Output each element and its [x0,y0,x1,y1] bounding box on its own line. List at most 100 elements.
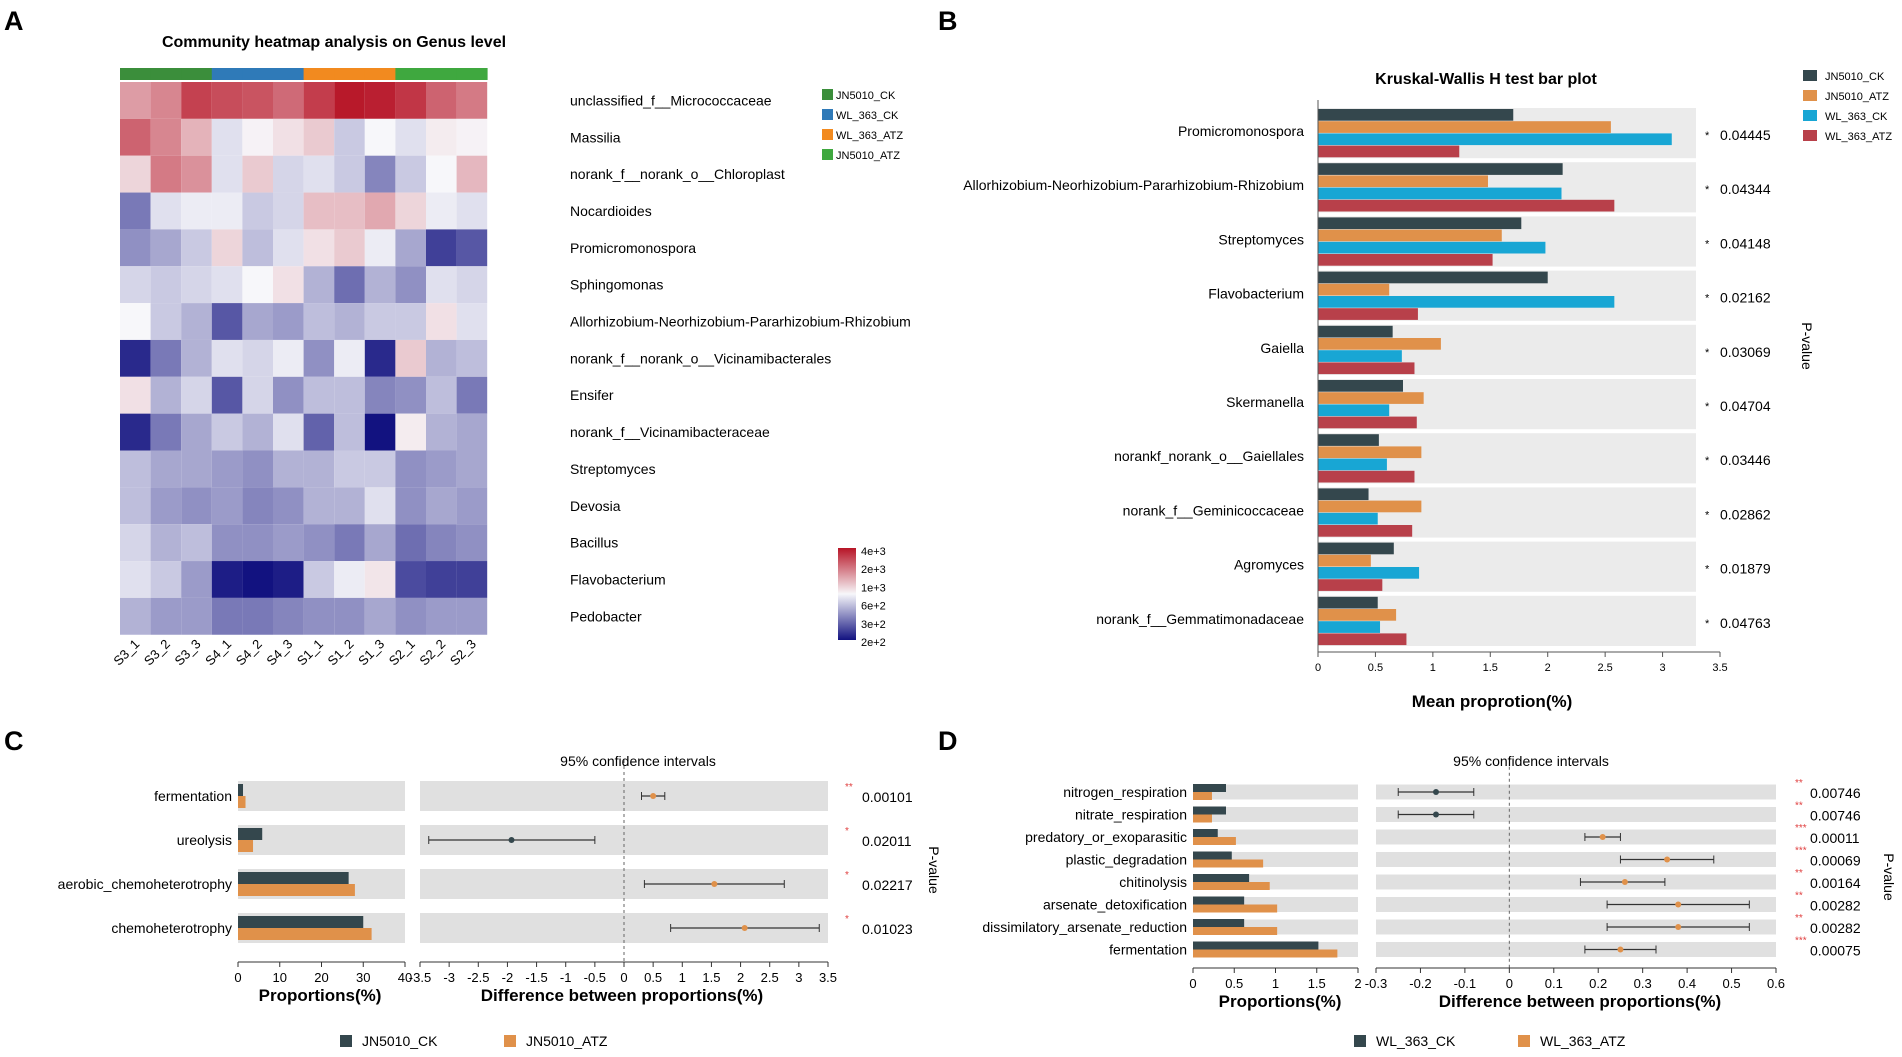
heatmap-cell [426,524,457,562]
bar-WL_363_ATZ [1193,882,1270,890]
group-color-bar [395,68,427,80]
difference-point [1664,856,1671,863]
significance-stars: ** [845,782,853,793]
heatmap-cell [364,524,396,562]
difference-point [711,881,718,887]
bar-WL_363_ATZ [1193,927,1278,935]
p-value: 0.02217 [862,877,913,893]
column-label: S2_2 [416,636,448,668]
right-x-tick-label: -3 [443,970,455,985]
row-label: unclassified_f__Micrococcaceae [570,92,772,108]
heatmap-cell [273,155,304,193]
heatmap-cell [456,487,488,525]
heatmap-cell [181,450,212,488]
heatmap-cell [364,82,396,119]
heatmap-cell [303,339,335,377]
bar-WL_363_ATZ [1318,362,1415,375]
heatmap-cell [273,450,304,488]
significance-stars: ** [1795,868,1803,879]
kruskal-wallis-panel: Kruskal-Wallis H test bar plot Mean prop… [963,70,1892,711]
legend-label: JN5010_CK [836,90,896,102]
difference-point [1617,946,1624,953]
row-label: norank_f__norank_o__Chloroplast [570,166,785,182]
x-tick-label: 1.5 [1483,662,1498,674]
category-label: Streptomyces [1218,231,1304,247]
bar-JN5010_ATZ [1318,554,1371,567]
bar-WL_363_ATZ [1318,145,1460,158]
heatmap-cell [242,524,273,562]
right-x-tick-label: 0 [1506,976,1513,991]
heatmap-cell [273,376,304,414]
p-marker: * [1705,401,1710,413]
p-marker: * [1705,455,1710,467]
bar-JN5010_CK [238,828,263,840]
heatmap-cell [303,376,335,414]
heatmap-cell [334,82,365,119]
bar-WL_363_CK [1318,512,1378,525]
heatmap-cell [211,339,243,377]
significance-stars: ** [1795,891,1803,902]
heatmap-cell [242,487,273,525]
bar-WL_363_ATZ [1318,579,1383,591]
row-label: Allorhizobium-Neorhizobium-Pararhizobium… [570,314,911,330]
colorbar-label: 3e+2 [861,619,886,631]
kruskal-p-label: P-value [1799,322,1815,370]
right-band [1376,874,1776,890]
heatmap-cell [456,561,488,598]
p-marker: * [1705,130,1710,142]
heatmap-cell [456,155,488,193]
column-label: S4_1 [202,636,234,668]
heatmap-cell [395,303,426,340]
heatmap-cell [334,524,365,562]
group-color-bar [181,68,213,80]
p-value: 0.02862 [1720,506,1771,522]
significance-stars: *** [1795,936,1807,947]
heatmap-cell [334,597,365,635]
heatmap-cell [303,487,335,525]
bar-JN5010_CK [1318,271,1548,284]
column-label: S1_2 [325,636,357,668]
bar-WL_363_CK [1193,874,1250,882]
heatmap-cell [181,561,212,598]
heatmap-cell [120,339,151,377]
row-label: norank_f__norank_o__Vicinamibacterales [570,350,831,366]
heatmap-cell [211,487,243,525]
x-tick-label: 0.5 [1368,662,1383,674]
heatmap-cell [456,376,488,414]
legend-label: WL_363_ATZ [1540,1033,1626,1049]
extended-error-bar-panel-d: 95% confidence intervals Proportions(%) … [982,753,1897,1049]
column-label: S4_2 [233,636,265,668]
legend-swatch [822,149,833,160]
group-color-bar [211,68,243,80]
panel-letter-c: C [4,726,24,756]
heatmap-cell [334,339,365,377]
row-label: Bacillus [570,535,618,551]
d-ci-title: 95% confidence intervals [1453,753,1609,769]
heatmap-cell [181,192,212,230]
bar-JN5010_ATZ [1318,392,1424,404]
colorbar-label: 6e+2 [861,601,886,613]
heatmap-cell [211,266,243,304]
x-tick-label: 1 [1430,662,1436,674]
category-label: norankf_norank_o__Gaiellales [1114,448,1304,464]
heatmap-cell [181,597,212,635]
heatmap-panel: Community heatmap analysis on Genus leve… [110,34,910,668]
group-color-bar [364,68,396,80]
bar-WL_363_CK [1193,829,1218,837]
c-xlabel-right: Difference between proportions(%) [481,986,763,1005]
heatmap-cell [181,376,212,414]
heatmap-cell [273,229,304,267]
heatmap-cell [181,413,212,451]
heatmap-cell [211,229,243,267]
right-x-tick-label: 0.2 [1589,976,1607,991]
category-label: aerobic_chemoheterotrophy [58,876,232,892]
category-label: fermentation [1109,942,1187,958]
heatmap-cell [150,524,182,562]
x-tick-label: 2 [1545,662,1551,674]
significance-stars: ** [1795,801,1803,812]
heatmap-cell [150,339,182,377]
heatmap-cell [395,450,426,488]
heatmap-cell [456,82,488,119]
heatmap-cell [426,82,457,119]
bar-WL_363_ATZ [1318,199,1615,212]
